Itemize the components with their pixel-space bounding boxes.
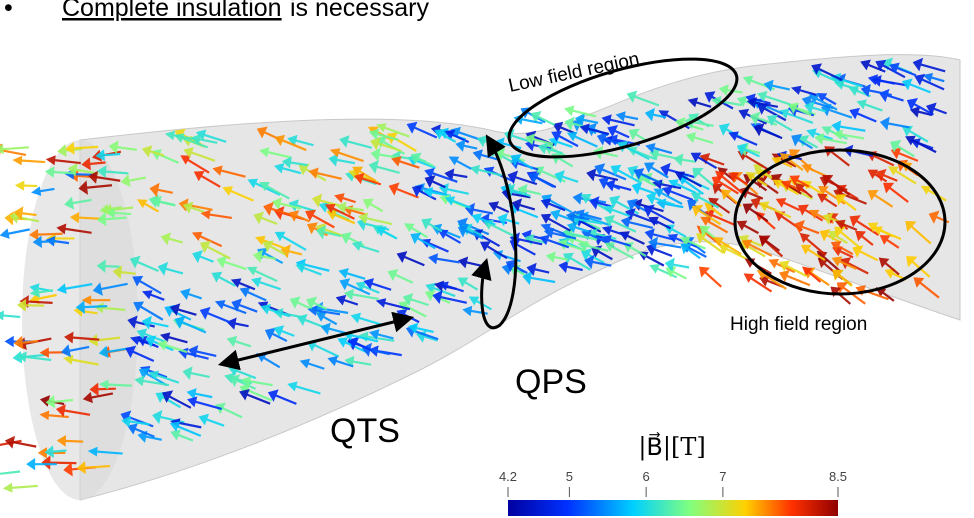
colorbar-ticks: 4.2 5 6 7 8.5: [499, 469, 847, 497]
qts-label: QTS: [330, 412, 400, 450]
figure: • Complete insulation is necessary Low f…: [0, 0, 974, 518]
colorbar-tick-label: 6: [643, 469, 650, 484]
colorbar: [508, 500, 838, 516]
field-arrow: [0, 470, 20, 478]
field-arrow: [2, 229, 30, 237]
high-field-label: High field region: [730, 314, 867, 335]
colorbar-tick-label: 4.2: [499, 469, 517, 484]
colorbar-title: |B⃗|[T]: [638, 432, 705, 462]
field-arrow: [7, 438, 37, 447]
field-arrow: [700, 268, 721, 287]
colorbar-tick-label: 7: [719, 469, 726, 484]
bullet-marker: •: [4, 0, 13, 22]
field-arrow: [17, 182, 37, 189]
field-arrow: [566, 107, 596, 116]
low-field-label: Low field region: [507, 49, 642, 97]
colorbar-tick-label: 5: [566, 469, 573, 484]
field-arrow: [5, 485, 38, 491]
bullet-text: is necessary: [290, 0, 429, 22]
field-arrow: [15, 157, 45, 163]
bullet-underlined: Complete insulation: [62, 0, 282, 22]
qps-label: QPS: [515, 363, 587, 401]
field-arrow: [0, 312, 20, 318]
field-arrow: [667, 260, 690, 269]
colorbar-tick-label: 8.5: [829, 469, 847, 484]
